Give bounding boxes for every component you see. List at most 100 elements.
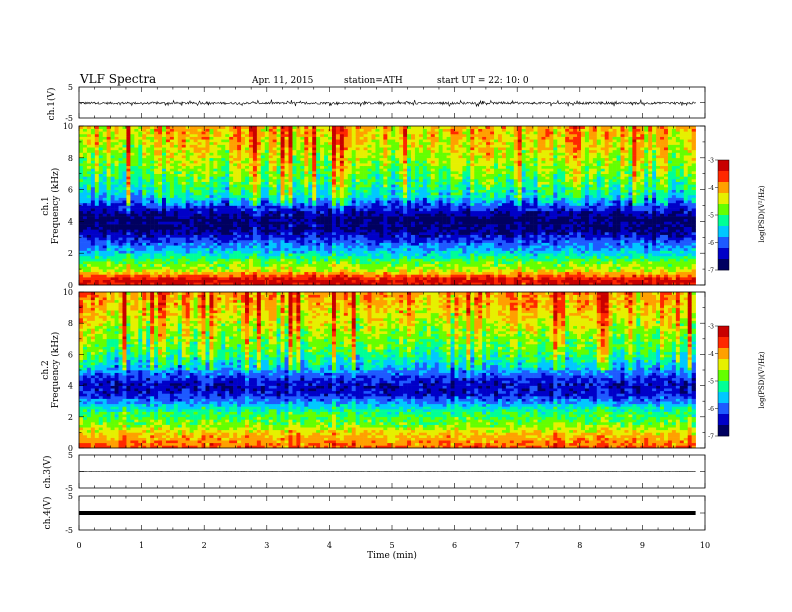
heatmap-cell [652, 271, 657, 275]
heatmap-cell [185, 226, 190, 230]
heatmap-cell [347, 247, 353, 251]
heatmap-cell [667, 224, 673, 227]
heatmap-cell [679, 253, 685, 257]
heatmap-cell [399, 274, 404, 278]
heatmap-cell [173, 229, 179, 233]
heatmap-cell [169, 269, 175, 273]
heatmap-cell [612, 226, 617, 230]
heatmap-cell [509, 226, 515, 230]
heatmap-cell [462, 213, 467, 217]
heatmap-cell [486, 229, 491, 233]
heatmap-cell [379, 213, 384, 217]
heatmap-cell [671, 258, 677, 262]
heatmap-cell [217, 232, 222, 235]
heatmap-cell [134, 247, 139, 251]
heatmap-cell [418, 224, 424, 227]
heatmap-cell [241, 258, 246, 262]
heatmap-cell [260, 234, 266, 238]
heatmap-cell [256, 277, 262, 280]
heatmap-cell [221, 277, 226, 280]
heatmap-cell [142, 200, 147, 204]
heatmap-cell [197, 247, 202, 251]
heatmap-cell [209, 250, 214, 254]
heatmap-cell [494, 210, 499, 214]
heatmap-cell [383, 226, 388, 230]
heatmap-cell [628, 269, 633, 273]
heatmap-cell [640, 205, 645, 209]
heatmap-cell [450, 258, 455, 262]
heatmap-cell [569, 271, 574, 275]
heatmap-cell [165, 245, 171, 249]
heatmap-cell [165, 208, 171, 212]
heatmap-cell [154, 239, 159, 243]
heatmap-cell [478, 250, 483, 254]
heatmap-cell [237, 218, 242, 222]
heatmap-cell [679, 216, 685, 220]
heatmap-cell [126, 232, 131, 235]
heatmap-cell [525, 239, 530, 243]
heatmap-cell [521, 208, 526, 212]
heatmap-cell [573, 255, 578, 259]
heatmap-cell [470, 216, 475, 220]
heatmap-cell [561, 232, 566, 235]
heatmap-cell [114, 218, 119, 222]
heatmap-cell [434, 232, 439, 235]
heatmap-cell [596, 247, 602, 251]
heatmap-cell [86, 279, 92, 283]
heatmap-cell [486, 218, 491, 222]
heatmap-cell [509, 216, 515, 220]
heatmap-cell [663, 263, 669, 267]
heatmap-cell [620, 234, 625, 238]
heatmap-cell [466, 250, 471, 254]
heatmap-cell [533, 239, 538, 243]
heatmap-cell [288, 271, 293, 275]
heatmap-cell [110, 266, 115, 270]
heatmap-cell [320, 271, 325, 275]
heatmap-cell [316, 266, 321, 270]
heatmap-cell [288, 234, 293, 238]
heatmap-cell [541, 237, 546, 241]
heatmap-cell [525, 234, 530, 238]
heatmap-cell [272, 234, 277, 238]
heatmap-cell [580, 250, 586, 254]
heatmap-cell [209, 253, 214, 257]
heatmap-cell [478, 261, 483, 265]
heatmap-cell [624, 263, 629, 267]
heatmap-cell [474, 250, 479, 254]
heatmap-cell [335, 202, 341, 206]
heatmap-cell [612, 205, 617, 209]
heatmap-cell [454, 239, 459, 243]
heatmap-cell [588, 216, 594, 220]
heatmap-cell [687, 239, 692, 243]
heatmap-cell [114, 250, 119, 254]
heatmap-cell [608, 213, 613, 217]
heatmap-cell [438, 255, 443, 259]
heatmap-cell [553, 213, 558, 217]
heatmap-cell [237, 258, 242, 262]
heatmap-cell [683, 239, 688, 243]
heatmap-cell [138, 208, 143, 212]
heatmap-cell [541, 239, 546, 243]
heatmap-cell [221, 263, 226, 267]
heatmap-cell [343, 250, 349, 254]
heatmap-cell [118, 213, 123, 217]
heatmap-cell [620, 250, 625, 254]
heatmap-cell [438, 216, 443, 220]
heatmap-cell [458, 255, 463, 259]
heatmap-cell [616, 218, 621, 222]
heatmap-cell [355, 242, 360, 246]
heatmap-cell [395, 255, 400, 259]
heatmap-cell [450, 218, 455, 222]
heatmap-cell [102, 226, 107, 230]
heatmap-cell [300, 263, 305, 267]
heatmap-cell [454, 237, 459, 241]
heatmap-cell [162, 245, 167, 249]
heatmap-cell [561, 226, 566, 230]
heatmap-cell [596, 279, 602, 283]
heatmap-cell [328, 216, 333, 220]
heatmap-cell [181, 208, 187, 212]
heatmap-cell [509, 208, 515, 212]
heatmap-cell [138, 269, 143, 273]
heatmap-cell [478, 237, 483, 241]
heatmap-cell [209, 210, 214, 214]
